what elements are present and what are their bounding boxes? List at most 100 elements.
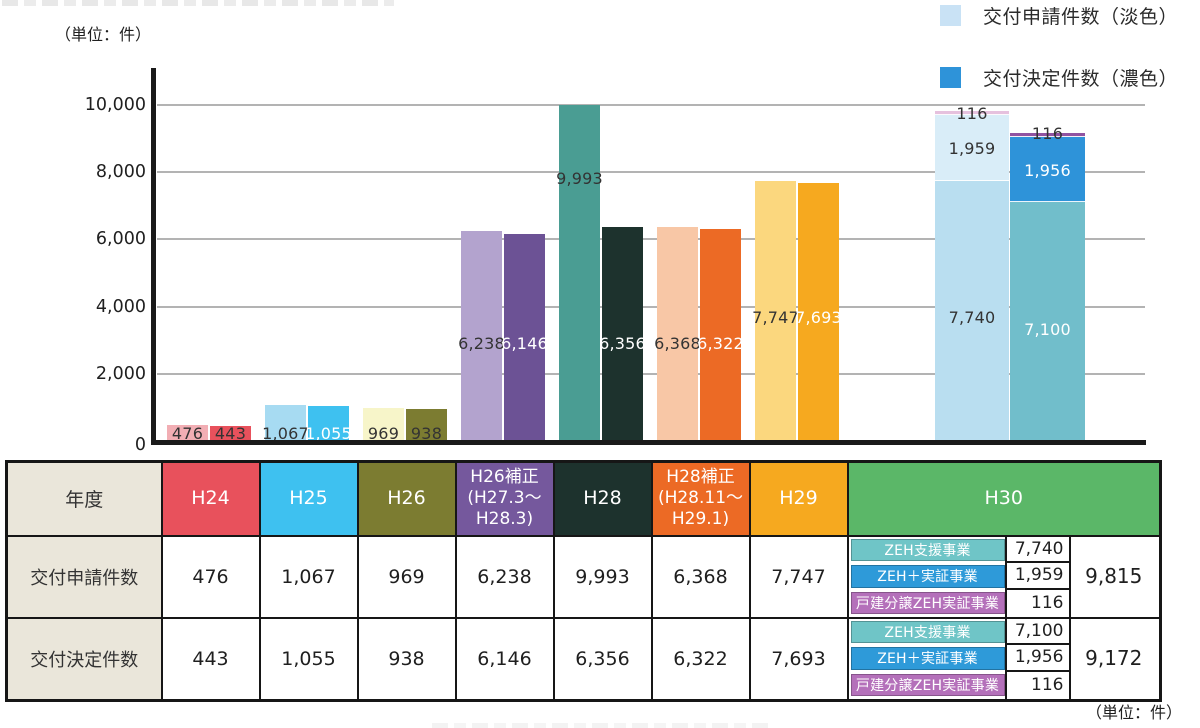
divider xyxy=(1004,536,1007,617)
col-header-h26: H26 xyxy=(356,460,457,537)
bar-value-label: 476 xyxy=(171,423,204,443)
y-tick-label: 2,000 xyxy=(95,363,146,384)
cell-value: 7,693 xyxy=(748,616,849,701)
col-header-h28: H28 xyxy=(552,460,653,537)
h30-total: 9,815 xyxy=(1085,564,1143,589)
col-header-h25: H25 xyxy=(258,460,359,537)
y-tick-label: 0 xyxy=(134,435,146,455)
h30-program-chip: ZEH＋実証事業 xyxy=(850,647,1005,670)
gridline xyxy=(157,372,1145,375)
h30-breakdown-cell: ZEH支援事業 7,100 ZEH＋実証事業 1,956 戸建分譲ZEH実証事業… xyxy=(846,616,1162,701)
legend: 交付申請件数（淡色） 交付決定件数（濃色） xyxy=(939,2,1178,91)
h30-sub-value: 116 xyxy=(1031,593,1064,614)
clipped-caption-remnant xyxy=(432,723,772,728)
bar-segment xyxy=(406,409,447,441)
cell-value: 6,322 xyxy=(650,616,751,701)
cell-value: 7,747 xyxy=(748,534,849,619)
bar-value-label: 7,100 xyxy=(1024,320,1071,340)
bar-segment xyxy=(1010,132,1085,137)
bar-value-label: 1,055 xyxy=(305,423,352,443)
bar-segment xyxy=(363,408,404,441)
bar-value-label: 1,067 xyxy=(262,423,309,443)
bar-segment xyxy=(935,180,1009,441)
bar-value-label: 7,693 xyxy=(795,308,842,328)
h30-program-chip: ZEH支援事業 xyxy=(850,620,1005,644)
clipped-title-remnant xyxy=(2,0,394,6)
bar-value-label: 1,956 xyxy=(1024,160,1071,180)
row-label: 交付決定件数 xyxy=(5,616,163,701)
h30-sub-value: 1,959 xyxy=(1006,563,1069,590)
y-axis xyxy=(151,68,156,445)
gridline xyxy=(157,238,1145,241)
divider xyxy=(1068,618,1071,699)
cell-value: 969 xyxy=(356,534,457,619)
bar-value-label: 443 xyxy=(214,423,247,443)
bar-segment xyxy=(559,105,600,441)
legend-item-decisions: 交付決定件数（濃色） xyxy=(939,64,1178,91)
bar-segment xyxy=(1010,202,1085,441)
col-header-h29: H29 xyxy=(748,460,849,537)
table-row-applications: 交付申請件数 476 1,067 969 6,238 9,993 6,368 7… xyxy=(5,534,1162,619)
cell-value: 443 xyxy=(160,616,261,701)
cell-value: 6,238 xyxy=(454,534,555,619)
legend-item-applications: 交付申請件数（淡色） xyxy=(939,2,1178,29)
h30-program-chip: ZEH支援事業 xyxy=(850,538,1005,562)
table-row-decisions: 交付決定件数 443 1,055 938 6,146 6,356 6,322 7… xyxy=(5,616,1162,701)
h30-program-chip: ZEH＋実証事業 xyxy=(850,565,1005,588)
h30-sub-value: 1,956 xyxy=(1006,645,1069,672)
cell-value: 6,146 xyxy=(454,616,555,701)
h30-sub-value: 7,100 xyxy=(1006,619,1069,646)
legend-label: 交付決定件数（濃色） xyxy=(982,68,1178,90)
bar-segment xyxy=(504,234,545,441)
bar-segment xyxy=(935,115,1009,181)
h30-sub-value: 7,740 xyxy=(1006,537,1069,564)
col-header-h26-hosei: H26補正 (H27.3～ H28.3) xyxy=(454,460,555,537)
divider xyxy=(1068,536,1071,617)
bar-value-label: 116 xyxy=(956,104,988,124)
legend-label: 交付申請件数（淡色） xyxy=(982,6,1178,28)
h30-total: 9,172 xyxy=(1085,646,1143,671)
bar-value-label: 6,368 xyxy=(654,333,701,353)
bar-value-label: 6,356 xyxy=(599,333,646,353)
h30-program-chip: 戸建分譲ZEH実証事業 xyxy=(850,591,1005,615)
h30-program-chip: 戸建分譲ZEH実証事業 xyxy=(850,673,1005,697)
col-header-h24: H24 xyxy=(160,460,261,537)
cell-value: 9,993 xyxy=(552,534,653,619)
y-tick-label: 6,000 xyxy=(95,229,146,250)
data-table: 年度 H24 H25 H26 H26補正 (H27.3～ H28.3) H28 … xyxy=(5,460,1162,702)
bar-value-label: 6,146 xyxy=(501,333,548,353)
bar-value-label: 1,959 xyxy=(948,138,996,158)
unit-note-bottom: （単位：件） xyxy=(1085,703,1182,722)
gridline xyxy=(157,104,1145,106)
bar-segment xyxy=(935,111,1009,116)
row-label: 交付申請件数 xyxy=(5,534,163,619)
y-tick-label: 4,000 xyxy=(95,296,146,317)
unit-note-top: （単位：件） xyxy=(55,25,152,44)
cell-value: 476 xyxy=(160,534,261,619)
bar-value-label: 6,238 xyxy=(458,333,505,353)
bar-segment xyxy=(308,405,349,441)
bar-segment xyxy=(1010,136,1085,203)
corner-header: 年度 xyxy=(5,460,163,537)
divider xyxy=(1004,618,1007,699)
bar-value-label: 969 xyxy=(367,423,400,443)
bar-segment xyxy=(210,426,251,441)
bar-value-label: 6,322 xyxy=(697,333,744,353)
cell-value: 1,067 xyxy=(258,534,359,619)
gridline xyxy=(157,171,1145,174)
bar-segment xyxy=(602,227,643,441)
h30-breakdown-cell: ZEH支援事業 7,740 ZEH＋実証事業 1,959 戸建分譲ZEH実証事業… xyxy=(846,534,1162,619)
col-header-h30: H30 xyxy=(846,460,1162,537)
y-tick-label: 8,000 xyxy=(95,162,146,183)
bar-segment xyxy=(265,405,306,441)
bar-value-label: 9,993 xyxy=(556,168,603,188)
bar-segment xyxy=(461,231,502,441)
col-header-h28-hosei: H28補正 (H28.11～ H29.1) xyxy=(650,460,751,537)
legend-swatch-light-icon xyxy=(939,5,961,26)
table-header-row: 年度 H24 H25 H26 H26補正 (H27.3～ H28.3) H28 … xyxy=(5,460,1162,537)
gridline xyxy=(157,305,1145,308)
bar-segment xyxy=(167,425,208,441)
bar-segment xyxy=(755,180,796,441)
